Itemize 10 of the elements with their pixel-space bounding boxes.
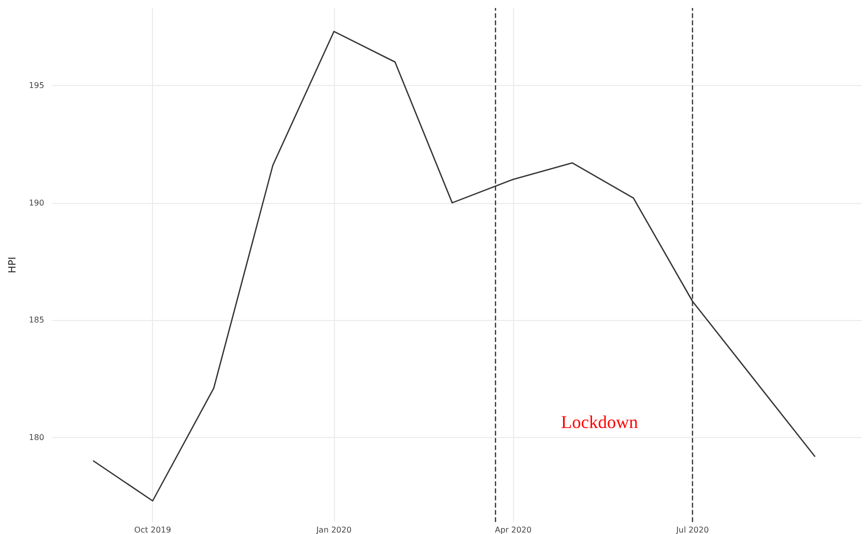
annotation: Lockdown [561,412,638,432]
y-tick-label: 185 [28,316,44,325]
x-tick-label: Oct 2019 [134,526,172,534]
y-tick-label: 195 [28,80,44,90]
y-axis-title: HPI [8,256,18,274]
y-tick-label: 190 [28,198,44,208]
y-tick-label: 180 [28,433,44,442]
x-tick-label: Jan 2020 [315,526,352,534]
x-tick-label: Apr 2020 [494,526,532,534]
x-tick-label: Jul 2020 [675,526,709,534]
